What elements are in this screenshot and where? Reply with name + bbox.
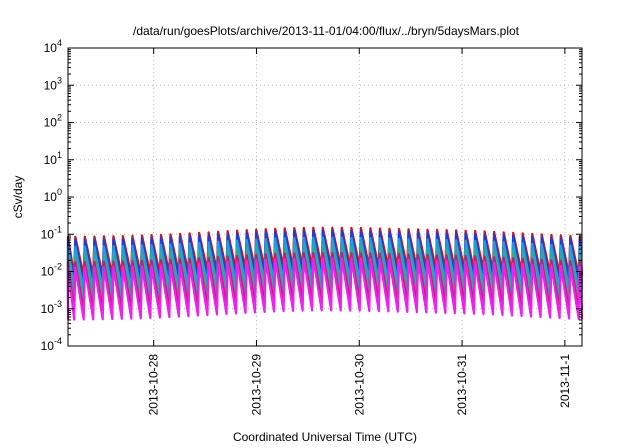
x-tick-label: 2013-10-28 [147,354,161,416]
series-line [66,257,584,321]
x-tick-label: 2013-10-31 [455,354,469,416]
y-axis-label: cSv/day [11,176,25,219]
y-tick-label: 10-3 [41,299,62,316]
y-tick-label: 104 [44,38,62,55]
y-tick-label: 103 [44,75,62,92]
grid-lines [68,48,582,346]
y-tick-label: 10-2 [41,262,62,279]
series-lines [66,226,584,321]
y-tick-label: 10-4 [41,336,62,353]
x-tick-label: 2013-11-1 [558,354,572,408]
x-tick-label: 2013-10-30 [352,354,366,416]
x-tick-label: 2013-10-29 [249,354,263,416]
axis-ticks: 10-4 10-3 10-2 10-1 100 101 102 103 104 2013-10-2… [41,38,582,415]
y-tick-label: 102 [44,113,62,130]
y-tick-label: 101 [44,150,62,167]
y-tick-label: 10-1 [41,224,62,241]
y-tick-label: 100 [44,187,62,204]
chart-title: /data/run/goesPlots/archive/2013-11-01/0… [133,24,520,38]
x-axis-label: Coordinated Universal Time (UTC) [233,430,417,444]
